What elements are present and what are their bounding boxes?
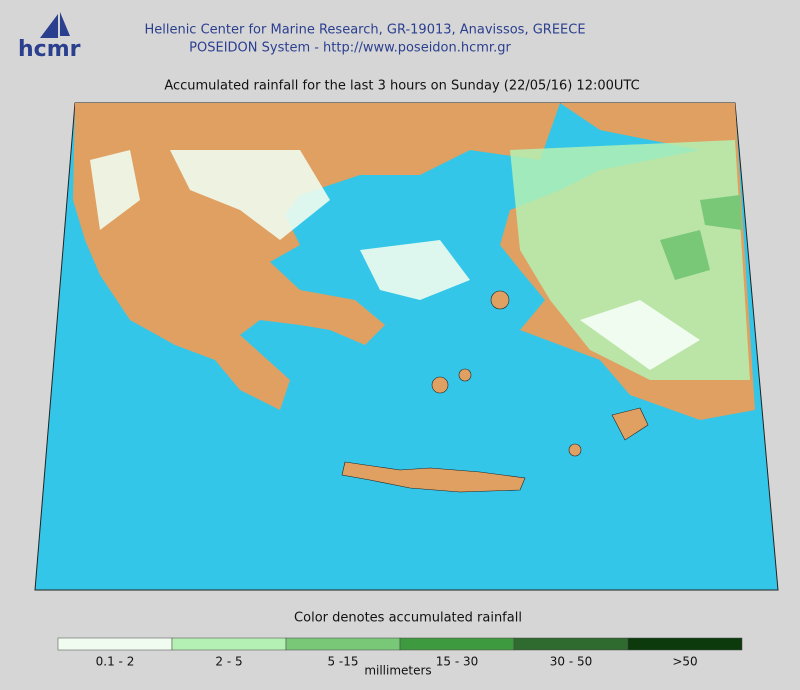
rain-area: [90, 150, 140, 230]
logo-sail: [40, 12, 70, 38]
rain-area: [660, 230, 710, 280]
rain-area: [170, 150, 330, 240]
legend-label: 5 -15: [327, 655, 358, 669]
map: [34, 102, 779, 591]
legend-label: 15 - 30: [436, 655, 479, 669]
rain-area: [360, 240, 470, 300]
land-crete: [341, 461, 526, 493]
map-title: Accumulated rainfall for the last 3 hour…: [164, 79, 639, 94]
header-line: POSEIDON System - http://www.poseidon.hc…: [189, 41, 511, 56]
island: [458, 368, 472, 382]
legend-label: 2 - 5: [215, 655, 242, 669]
legend-label: 0.1 - 2: [96, 655, 135, 669]
land-rhodes: [611, 407, 649, 441]
legend-swatch: [627, 637, 743, 651]
logo-text: hcmr: [18, 37, 81, 62]
rain-area: [700, 195, 742, 230]
island: [490, 290, 510, 310]
legend-unit: millimeters: [364, 664, 431, 678]
legend-swatch: [399, 637, 515, 651]
legend-swatch: [285, 637, 401, 651]
rain-area: [510, 140, 750, 380]
legend-swatch: [57, 637, 173, 651]
legend-swatch: [171, 637, 287, 651]
legend-label: >50: [672, 655, 697, 669]
legend: 0.1 - 2 2 - 5 5 -15 15 - 30 30 - 50 >50: [57, 637, 743, 669]
island: [568, 443, 582, 457]
header-line: Hellenic Center for Marine Research, GR-…: [144, 23, 585, 38]
rain-area: [580, 300, 700, 370]
legend-swatch: [513, 637, 629, 651]
logo: hcmr: [18, 12, 81, 62]
legend-caption: Color denotes accumulated rainfall: [294, 611, 522, 626]
legend-label: 30 - 50: [550, 655, 593, 669]
island: [431, 376, 449, 394]
